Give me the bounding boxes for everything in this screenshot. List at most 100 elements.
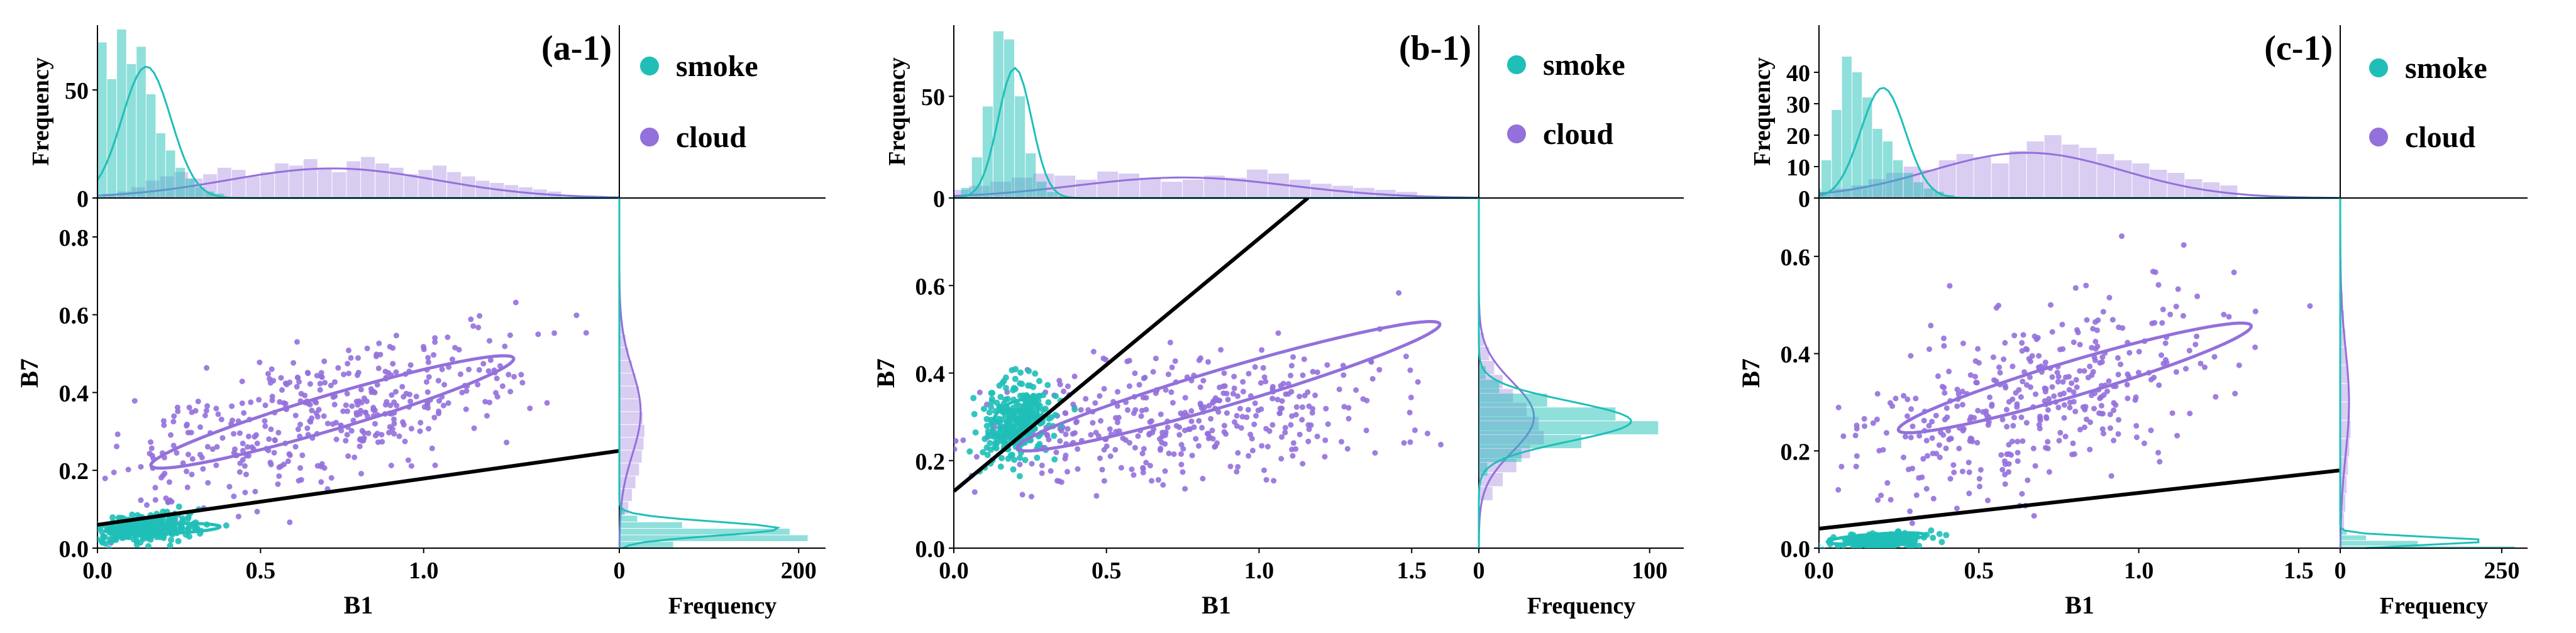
cloud-point <box>2051 393 2057 399</box>
cloud-point <box>236 430 243 436</box>
cloud-point <box>1943 445 1949 451</box>
cloud-point <box>271 449 277 456</box>
cloud-point <box>885 484 890 490</box>
legend-cloud-label: cloud <box>1543 118 1613 151</box>
cloud-point <box>1991 377 1997 383</box>
cloud-point <box>2003 407 2009 413</box>
cloud-point <box>333 436 340 443</box>
cloud-point <box>1215 409 1222 415</box>
cloud-point <box>1928 322 1934 329</box>
cloud-point <box>2069 380 2075 387</box>
cloud-top-hist-bar <box>1974 157 1991 198</box>
cloud-point <box>2072 285 2079 291</box>
cloud-point <box>365 430 372 436</box>
cloud-point <box>1099 466 1105 473</box>
cloud-point <box>1954 505 1960 512</box>
cloud-point <box>160 418 167 424</box>
cloud-point <box>511 373 517 380</box>
cloud-top-hist-bar <box>2150 170 2167 198</box>
smoke-point <box>1022 456 1029 463</box>
cloud-point <box>2160 306 2166 312</box>
cloud-point <box>1966 469 1972 475</box>
smoke-point <box>1005 416 1012 423</box>
cloud-point <box>1923 438 1930 444</box>
cloud-point <box>232 446 238 453</box>
cloud-point <box>2011 333 2018 339</box>
cloud-point <box>1140 466 1146 471</box>
cloud-point <box>2070 389 2077 395</box>
cloud-point <box>1835 487 1842 493</box>
legend-cloud-marker <box>1507 124 1526 143</box>
cloud-point <box>1118 465 1124 471</box>
cloud-point <box>1221 422 1227 429</box>
cloud-point <box>279 387 285 393</box>
cloud-point <box>278 463 284 470</box>
cloud-point <box>1126 383 1132 389</box>
cloud-point <box>1075 446 1081 452</box>
x-tick-label: 0.0 <box>939 558 969 584</box>
cloud-point <box>1199 424 1205 431</box>
cloud-point <box>226 483 233 490</box>
cloud-point <box>252 488 258 495</box>
x-tick-label: 1.0 <box>2124 558 2154 584</box>
decision-boundary-line <box>954 198 1310 493</box>
cloud-point <box>1854 453 1860 459</box>
cloud-point <box>2213 394 2219 400</box>
cloud-point <box>2026 356 2032 362</box>
cloud-point <box>1138 413 1144 419</box>
cloud-point <box>1029 493 1034 500</box>
smoke-point <box>999 380 1006 387</box>
cloud-point <box>1249 448 1256 454</box>
cloud-point <box>2087 446 2093 453</box>
cloud-right-hist-bar <box>2340 402 2350 421</box>
smoke-point <box>987 439 993 446</box>
cloud-point <box>1107 453 1114 460</box>
cloud-point <box>2120 325 2126 331</box>
cloud-point <box>1139 450 1146 456</box>
cloud-point <box>1113 415 1119 421</box>
cloud-point <box>278 375 284 381</box>
top-histogram: 0 50 Frequency (a-1) <box>28 25 620 212</box>
cloud-point <box>1017 461 1023 468</box>
cloud-point <box>2001 458 2008 465</box>
cloud-point <box>235 514 241 520</box>
cloud-point <box>637 348 643 354</box>
cloud-right-hist-bar <box>2340 512 2345 531</box>
cloud-point <box>2163 357 2169 363</box>
cloud-point <box>2118 361 2124 368</box>
y-tick-label: 0.2 <box>915 449 946 475</box>
cloud-point <box>1075 466 1081 472</box>
legend-smoke-marker <box>1507 55 1526 74</box>
cloud-top-hist-bar <box>1119 173 1140 198</box>
cloud-point <box>1278 383 1284 389</box>
cloud-point <box>425 359 431 365</box>
cloud-point <box>484 413 490 419</box>
cloud-point <box>2099 426 2106 432</box>
cloud-point <box>167 497 173 504</box>
cloud-point <box>1126 358 1132 364</box>
smoke-point <box>1030 392 1037 399</box>
smoke-point <box>1053 393 1059 400</box>
top-hist-ytick-label: 0 <box>1798 186 1810 212</box>
cloud-point <box>2092 357 2098 363</box>
cloud-top-hist-bar <box>246 176 260 198</box>
cloud-point <box>1854 426 1860 432</box>
y-tick-label: 0.2 <box>1781 439 1811 465</box>
smoke-top-hist-bar <box>117 29 126 198</box>
cloud-point <box>1941 343 1947 349</box>
cloud-point <box>1234 393 1241 399</box>
cloud-point <box>174 449 180 456</box>
smoke-point <box>1866 548 1872 554</box>
right-histogram: 0 100 Frequency <box>1473 197 1684 619</box>
cloud-point <box>1165 372 1171 377</box>
cloud-top-hist-bar <box>1183 179 1204 198</box>
cloud-point <box>295 426 301 432</box>
cloud-point <box>1314 433 1320 439</box>
cloud-point <box>2036 422 2042 428</box>
cloud-top-hist-bar <box>2097 154 2114 198</box>
cloud-right-hist-bar <box>619 424 644 438</box>
cloud-point <box>2104 388 2110 394</box>
cloud-point <box>89 496 94 502</box>
cloud-point <box>535 331 541 338</box>
cloud-point <box>2057 429 2064 436</box>
